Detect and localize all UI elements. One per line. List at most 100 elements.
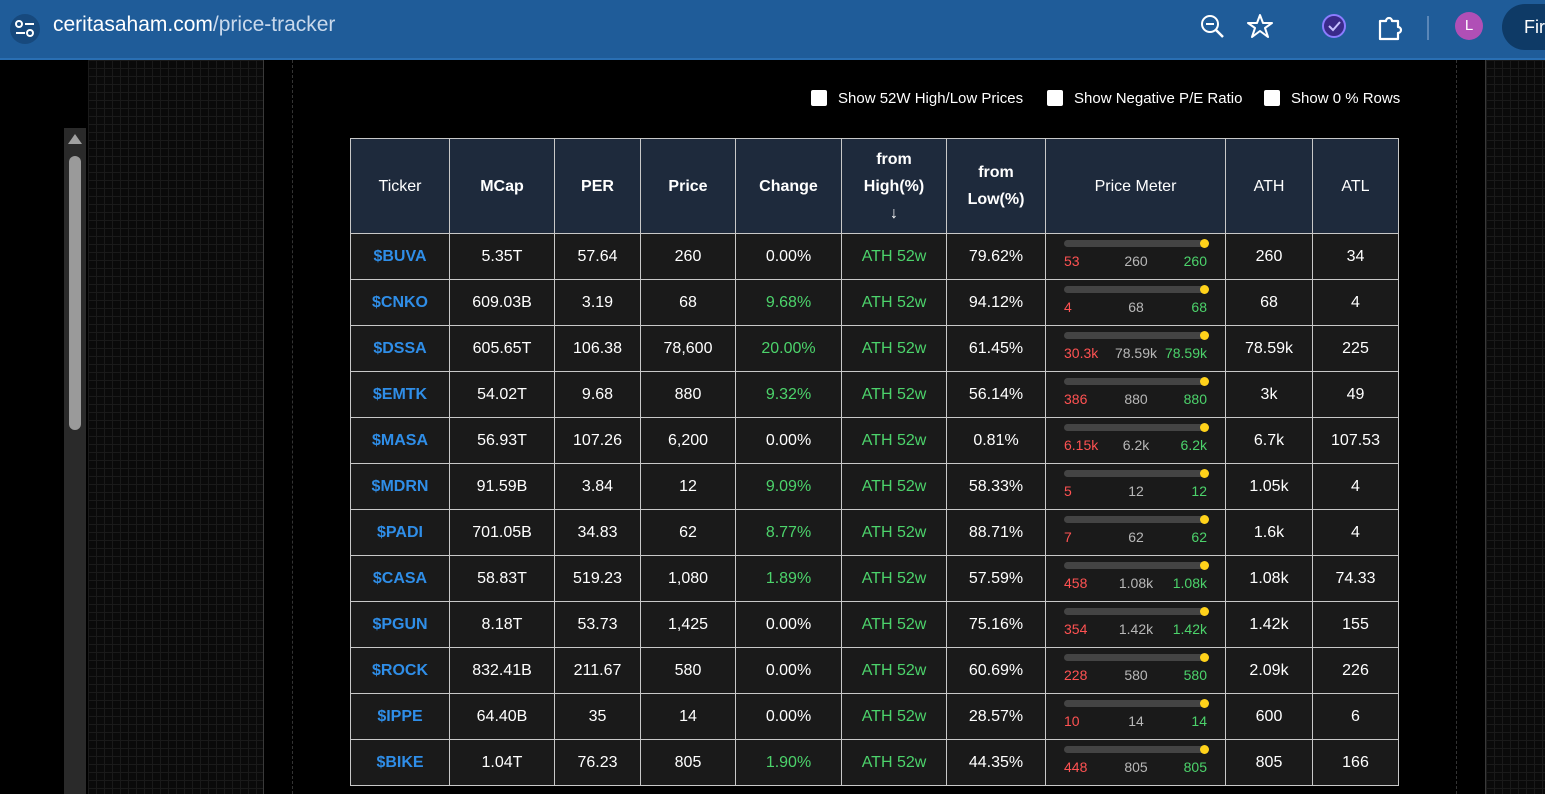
cell-price-meter: 30.3k 78.59k 78.59k <box>1045 325 1226 372</box>
zoom-icon[interactable] <box>1198 12 1228 42</box>
profile-avatar[interactable]: L <box>1455 12 1483 40</box>
header-price-meter[interactable]: Price Meter <box>1045 138 1226 234</box>
header-change[interactable]: Change <box>735 138 842 234</box>
header-per[interactable]: PER <box>554 138 641 234</box>
cell-change: 9.32% <box>735 371 842 418</box>
ticker-link[interactable]: $MASA <box>350 417 450 464</box>
table-header-row: Ticker MCap PER Price Change from High(%… <box>350 138 1399 234</box>
cell-price-meter: 5 12 12 <box>1045 463 1226 510</box>
cell-change: 0.00% <box>735 417 842 464</box>
ticker-link[interactable]: $DSSA <box>350 325 450 372</box>
cell-price-meter: 386 880 880 <box>1045 371 1226 418</box>
cell-mcap: 609.03B <box>449 279 555 326</box>
header-from-high[interactable]: from High(%) ↓ <box>841 138 947 234</box>
meter-current-value: 12 <box>1128 483 1144 499</box>
meter-marker <box>1200 699 1209 708</box>
cell-change: 1.90% <box>735 739 842 786</box>
header-from-low[interactable]: from Low(%) <box>946 138 1046 234</box>
cell-price: 1,080 <box>640 555 736 602</box>
cell-change: 8.77% <box>735 509 842 556</box>
extension-timer-icon[interactable] <box>1320 12 1350 42</box>
cell-price-meter: 458 1.08k 1.08k <box>1045 555 1226 602</box>
cell-per: 76.23 <box>554 739 641 786</box>
address-bar[interactable]: ceritasaham.com/price-tracker <box>53 13 335 37</box>
meter-track <box>1064 608 1208 615</box>
cell-from-high: ATH 52w <box>841 601 947 648</box>
grid-background-right <box>1486 60 1545 794</box>
ticker-link[interactable]: $IPPE <box>350 693 450 740</box>
extensions-puzzle-icon[interactable] <box>1375 12 1405 42</box>
ticker-link[interactable]: $CNKO <box>350 279 450 326</box>
option-label: Show 52W High/Low Prices <box>838 90 1024 107</box>
meter-current-value: 62 <box>1128 529 1144 545</box>
price-meter: 7 62 62 <box>1046 510 1224 555</box>
cell-from-high: ATH 52w <box>841 417 947 464</box>
ticker-link[interactable]: $EMTK <box>350 371 450 418</box>
checkbox-show-52w[interactable] <box>811 90 827 106</box>
cell-from-high: ATH 52w <box>841 463 947 510</box>
cell-ath: 1.42k <box>1225 601 1313 648</box>
meter-marker <box>1200 515 1209 524</box>
cell-mcap: 832.41B <box>449 647 555 694</box>
table-row: $IPPE 64.40B 35 14 0.00% ATH 52w 28.57% 10 14 14 6… <box>350 693 1399 740</box>
meter-current-value: 880 <box>1124 391 1148 407</box>
meter-high-value: 14 <box>1191 713 1207 729</box>
ticker-link[interactable]: $ROCK <box>350 647 450 694</box>
cell-from-high: ATH 52w <box>841 647 947 694</box>
header-mcap[interactable]: MCap <box>449 138 555 234</box>
meter-low-value: 354 <box>1064 621 1088 637</box>
cell-price: 78,600 <box>640 325 736 372</box>
table-body: $BUVA 5.35T 57.64 260 0.00% ATH 52w 79.62% 53 26… <box>350 233 1399 786</box>
header-ath[interactable]: ATH <box>1225 138 1313 234</box>
ticker-link[interactable]: $PGUN <box>350 601 450 648</box>
cell-mcap: 56.93T <box>449 417 555 464</box>
cell-mcap: 58.83T <box>449 555 555 602</box>
table-row: $BUVA 5.35T 57.64 260 0.00% ATH 52w 79.62% 53 26… <box>350 233 1399 280</box>
header-price[interactable]: Price <box>640 138 736 234</box>
ticker-link[interactable]: $CASA <box>350 555 450 602</box>
meter-low-value: 448 <box>1064 759 1088 775</box>
header-ticker[interactable]: Ticker <box>350 138 450 234</box>
cell-price: 260 <box>640 233 736 280</box>
cell-price-meter: 53 260 260 <box>1045 233 1226 280</box>
checkbox-show-zero-rows[interactable] <box>1264 90 1280 106</box>
checkbox-show-negative-pe[interactable] <box>1047 90 1063 106</box>
meter-current-value: 1.08k <box>1118 575 1154 591</box>
meter-marker <box>1200 745 1209 754</box>
cell-price: 580 <box>640 647 736 694</box>
ticker-link[interactable]: $BUVA <box>350 233 450 280</box>
table-row: $DSSA 605.65T 106.38 78,600 20.00% ATH 52w 61.… <box>350 325 1399 372</box>
cell-from-high: ATH 52w <box>841 555 947 602</box>
bookmark-star-icon[interactable] <box>1246 12 1276 42</box>
meter-high-value: 805 <box>1183 759 1207 775</box>
table-row: $BIKE 1.04T 76.23 805 1.90% ATH 52w 44.35% 448 8… <box>350 739 1399 786</box>
ticker-link[interactable]: $MDRN <box>350 463 450 510</box>
meter-marker <box>1200 377 1209 386</box>
meter-low-value: 53 <box>1064 253 1080 269</box>
side-panel-button[interactable]: Fir <box>1502 4 1545 50</box>
cell-from-high: ATH 52w <box>841 279 947 326</box>
cell-price: 68 <box>640 279 736 326</box>
cell-mcap: 8.18T <box>449 601 555 648</box>
price-meter: 354 1.42k 1.42k <box>1046 602 1224 647</box>
price-meter: 6.15k 6.2k 6.2k <box>1046 418 1224 463</box>
scrollbar[interactable] <box>64 128 86 794</box>
meter-current-value: 6.2k <box>1122 437 1150 453</box>
meter-low-value: 458 <box>1064 575 1088 591</box>
site-info-icon[interactable] <box>10 14 40 44</box>
meter-marker <box>1200 561 1209 570</box>
ticker-link[interactable]: $BIKE <box>350 739 450 786</box>
scroll-thumb[interactable] <box>69 156 81 430</box>
meter-low-value: 228 <box>1064 667 1088 683</box>
table-row: $PGUN 8.18T 53.73 1,425 0.00% ATH 52w 75.16% 35… <box>350 601 1399 648</box>
cell-price-meter: 4 68 68 <box>1045 279 1226 326</box>
cell-atl: 225 <box>1312 325 1399 372</box>
meter-high-value: 880 <box>1183 391 1207 407</box>
header-atl[interactable]: ATL <box>1312 138 1399 234</box>
option-label: Show Negative P/E Ratio <box>1074 90 1243 107</box>
cell-from-low: 58.33% <box>946 463 1046 510</box>
cell-per: 519.23 <box>554 555 641 602</box>
ticker-link[interactable]: $PADI <box>350 509 450 556</box>
cell-ath: 78.59k <box>1225 325 1313 372</box>
scroll-up-arrow-icon[interactable] <box>68 134 82 144</box>
